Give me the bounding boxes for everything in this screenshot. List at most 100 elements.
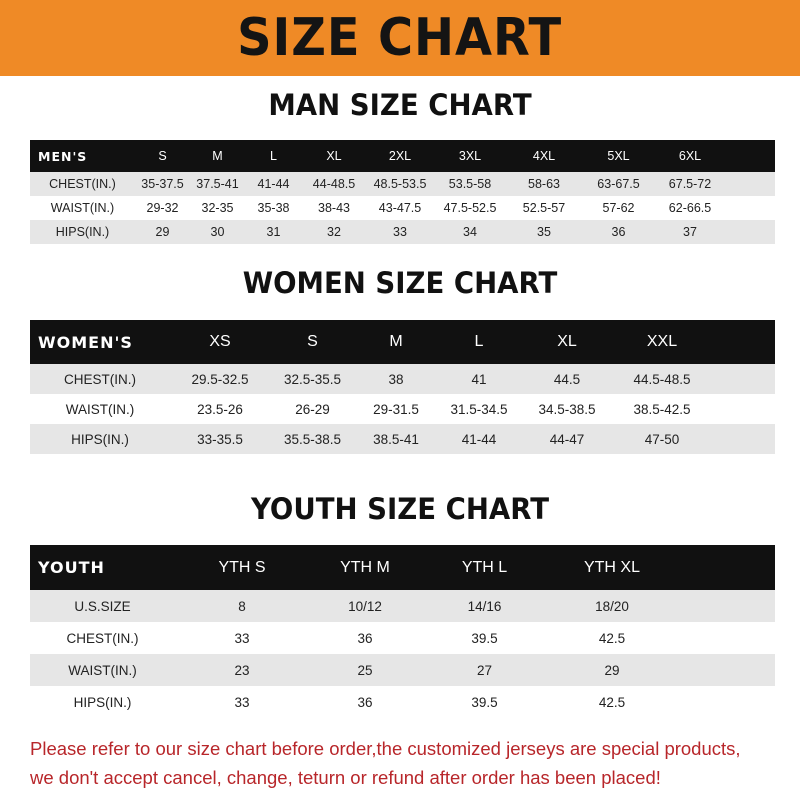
row-label: CHEST(IN.) — [30, 364, 170, 394]
men-chart-title: MAN SIZE CHART — [268, 88, 532, 122]
table-cell: 58-63 — [506, 172, 582, 196]
size-header: M — [355, 320, 437, 364]
table-cell: 67.5-72 — [655, 172, 725, 196]
banner: SIZE CHART — [0, 0, 800, 76]
table-cell: 35.5-38.5 — [270, 424, 355, 454]
table-cell: 38.5-42.5 — [613, 394, 711, 424]
table-cell: 34 — [434, 220, 506, 244]
table-row: HIPS(IN.) 33 36 39.5 42.5 — [30, 686, 775, 718]
table-cell: 23.5-26 — [170, 394, 270, 424]
row-label: U.S.SIZE — [30, 590, 175, 622]
table-cell: 63-67.5 — [582, 172, 655, 196]
table-cell: 52.5-57 — [506, 196, 582, 220]
table-cell: 36 — [309, 622, 421, 654]
row-label: WAIST(IN.) — [30, 654, 175, 686]
table-cell: 41 — [437, 364, 521, 394]
header-row: YOUTH YTH S YTH M YTH L YTH XL — [30, 545, 775, 590]
table-cell: 29-31.5 — [355, 394, 437, 424]
table-cell: 26-29 — [270, 394, 355, 424]
table-cell: 31 — [245, 220, 302, 244]
table-cell: 42.5 — [548, 622, 676, 654]
header-label: MEN'S — [30, 140, 135, 172]
table-cell: 47-50 — [613, 424, 711, 454]
women-size-table: WOMEN'S XS S M L XL XXL CHEST(IN.) 29.5-32.5 32.5… — [30, 320, 775, 454]
table-cell: 36 — [309, 686, 421, 718]
table-cell: 32-35 — [190, 196, 245, 220]
header-row: MEN'S S M L XL 2XL 3XL 4XL 5XL 6XL — [30, 140, 775, 172]
table-cell: 47.5-52.5 — [434, 196, 506, 220]
table-cell: 25 — [309, 654, 421, 686]
table-cell: 44-48.5 — [302, 172, 366, 196]
table-row: CHEST(IN.) 29.5-32.5 32.5-35.5 38 41 44.5 44.5… — [30, 364, 775, 394]
size-header: XL — [521, 320, 613, 364]
table-cell: 48.5-53.5 — [366, 172, 434, 196]
size-header: XS — [170, 320, 270, 364]
table-row: U.S.SIZE 8 10/12 14/16 18/20 — [30, 590, 775, 622]
size-header: YTH L — [421, 545, 548, 590]
table-cell: 38-43 — [302, 196, 366, 220]
row-label: HIPS(IN.) — [30, 424, 170, 454]
table-cell: 32 — [302, 220, 366, 244]
table-cell: 18/20 — [548, 590, 676, 622]
table-cell: 23 — [175, 654, 309, 686]
table-cell: 62-66.5 — [655, 196, 725, 220]
size-header: YTH S — [175, 545, 309, 590]
table-cell: 27 — [421, 654, 548, 686]
table-cell: 30 — [190, 220, 245, 244]
table-cell: 33-35.5 — [170, 424, 270, 454]
table-cell: 35 — [506, 220, 582, 244]
row-label: HIPS(IN.) — [30, 220, 135, 244]
size-header: L — [245, 140, 302, 172]
size-header: 3XL — [434, 140, 506, 172]
table-cell: 38.5-41 — [355, 424, 437, 454]
table-cell: 41-44 — [245, 172, 302, 196]
table-cell: 44.5 — [521, 364, 613, 394]
order-notice: Please refer to our size chart before or… — [30, 734, 741, 792]
youth-size-table: YOUTH YTH S YTH M YTH L YTH XL U.S.SIZE 8 10/12… — [30, 545, 775, 718]
header-row: WOMEN'S XS S M L XL XXL — [30, 320, 775, 364]
table-cell: 44-47 — [521, 424, 613, 454]
size-header: 2XL — [366, 140, 434, 172]
row-label: WAIST(IN.) — [30, 394, 170, 424]
table-cell: 29-32 — [135, 196, 190, 220]
size-header: M — [190, 140, 245, 172]
table-cell: 39.5 — [421, 686, 548, 718]
table-row: WAIST(IN.) 23.5-26 26-29 29-31.5 31.5-34.5 34… — [30, 394, 775, 424]
row-label: CHEST(IN.) — [30, 172, 135, 196]
table-row: HIPS(IN.) 33-35.5 35.5-38.5 38.5-41 41-44 44-… — [30, 424, 775, 454]
banner-title: SIZE CHART — [237, 8, 563, 68]
table-cell: 39.5 — [421, 622, 548, 654]
table-cell: 34.5-38.5 — [521, 394, 613, 424]
table-cell: 8 — [175, 590, 309, 622]
table-row: HIPS(IN.) 29 30 31 32 33 34 35 36 37 — [30, 220, 775, 244]
table-cell: 33 — [366, 220, 434, 244]
size-header: L — [437, 320, 521, 364]
table-cell: 31.5-34.5 — [437, 394, 521, 424]
table-cell: 10/12 — [309, 590, 421, 622]
row-label: HIPS(IN.) — [30, 686, 175, 718]
row-label: CHEST(IN.) — [30, 622, 175, 654]
table-cell: 29 — [548, 654, 676, 686]
table-cell: 35-37.5 — [135, 172, 190, 196]
table-row: WAIST(IN.) 23 25 27 29 — [30, 654, 775, 686]
size-header: 5XL — [582, 140, 655, 172]
header-label: YOUTH — [30, 545, 175, 590]
table-cell: 42.5 — [548, 686, 676, 718]
men-size-table: MEN'S S M L XL 2XL 3XL 4XL 5XL 6XL CHEST(IN.) 35-37… — [30, 140, 775, 244]
table-cell: 57-62 — [582, 196, 655, 220]
header-label: WOMEN'S — [30, 320, 170, 364]
table-cell: 36 — [582, 220, 655, 244]
table-cell: 43-47.5 — [366, 196, 434, 220]
table-cell: 35-38 — [245, 196, 302, 220]
table-cell: 33 — [175, 622, 309, 654]
table-row: CHEST(IN.) 35-37.5 37.5-41 41-44 44-48.5 48.5… — [30, 172, 775, 196]
table-cell: 14/16 — [421, 590, 548, 622]
table-row: WAIST(IN.) 29-32 32-35 35-38 38-43 43-47.5 47.… — [30, 196, 775, 220]
table-cell: 37.5-41 — [190, 172, 245, 196]
size-header: S — [135, 140, 190, 172]
table-cell: 32.5-35.5 — [270, 364, 355, 394]
table-cell: 44.5-48.5 — [613, 364, 711, 394]
size-header: XL — [302, 140, 366, 172]
table-cell: 29.5-32.5 — [170, 364, 270, 394]
size-header: 6XL — [655, 140, 725, 172]
